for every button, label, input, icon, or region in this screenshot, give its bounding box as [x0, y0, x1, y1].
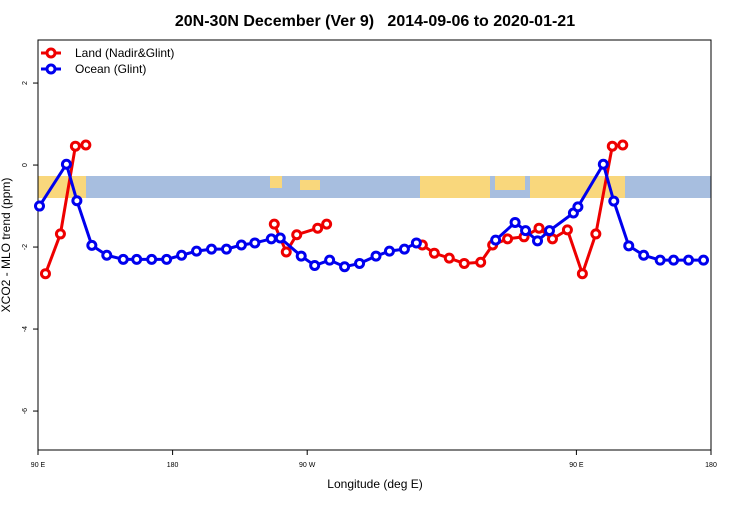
data-point: [398, 243, 410, 255]
data-point: [191, 245, 203, 257]
data-point: [668, 254, 680, 266]
plot-frame: [37, 39, 712, 451]
y-axis-label: XCO2 - MLO trend (ppm): [0, 178, 13, 313]
y-tick-label: -2: [22, 244, 29, 250]
data-point: [39, 268, 51, 280]
data-point: [617, 139, 629, 151]
data-point: [265, 233, 277, 245]
y-tick-label: 2: [22, 81, 29, 85]
x-tick-label: 90 E: [569, 462, 584, 469]
data-point: [205, 243, 217, 255]
data-point: [532, 235, 544, 247]
data-point: [654, 254, 666, 266]
data-point: [54, 228, 66, 240]
data-point: [561, 224, 573, 236]
legend-marker: [45, 47, 57, 59]
data-point: [80, 139, 92, 151]
data-point: [606, 140, 618, 152]
data-point: [33, 200, 45, 212]
data-point: [428, 247, 440, 259]
data-point: [146, 253, 158, 265]
data-point: [698, 254, 710, 266]
legend-label: Ocean (Glint): [75, 62, 146, 76]
y-tick-label: -4: [22, 326, 29, 332]
data-point: [597, 158, 609, 170]
data-point: [71, 195, 83, 207]
y-tick-label: -6: [22, 408, 29, 414]
data-point: [576, 268, 588, 280]
land-strip: [420, 176, 490, 198]
data-point: [383, 245, 395, 257]
land-strip: [300, 180, 320, 190]
data-point: [249, 237, 261, 249]
data-point: [176, 249, 188, 261]
data-point: [490, 234, 502, 246]
data-point: [458, 257, 470, 269]
data-point: [161, 253, 173, 265]
data-point: [324, 254, 336, 266]
data-point: [638, 249, 650, 261]
x-tick-label: 180: [705, 462, 717, 469]
data-point: [101, 249, 113, 261]
data-point: [502, 233, 514, 245]
data-point: [291, 229, 303, 241]
legend-label: Land (Nadir&Glint): [75, 46, 174, 60]
data-point: [533, 222, 545, 234]
data-point: [312, 222, 324, 234]
data-point: [274, 232, 286, 244]
data-point: [475, 256, 487, 268]
data-point: [235, 239, 247, 251]
land-strip: [495, 176, 525, 190]
map-strip: [38, 176, 711, 198]
x-tick-label: 90 W: [299, 462, 316, 469]
data-point: [131, 253, 143, 265]
data-point: [280, 246, 292, 258]
x-tick-label: 180: [167, 462, 179, 469]
data-point: [443, 252, 455, 264]
y-tick-label: 0: [22, 163, 29, 167]
data-point: [339, 261, 351, 273]
data-point: [608, 195, 620, 207]
data-point: [370, 250, 382, 262]
x-tick-label: 90 E: [31, 462, 46, 469]
data-point: [69, 140, 81, 152]
data-point: [410, 237, 422, 249]
data-point: [520, 225, 532, 237]
data-point: [117, 253, 129, 265]
data-point: [623, 240, 635, 252]
data-point: [309, 260, 321, 271]
data-point: [543, 225, 555, 237]
land-strip: [530, 176, 625, 198]
data-point: [509, 216, 521, 228]
x-axis-label: Longitude (deg E): [327, 477, 422, 491]
chart-title: 20N-30N December (Ver 9) 2014-09-06 to 2…: [175, 13, 575, 30]
data-point: [321, 218, 333, 230]
data-point: [354, 257, 366, 269]
data-point: [572, 201, 584, 213]
data-point: [60, 158, 72, 170]
data-point: [220, 243, 232, 255]
data-point: [268, 218, 280, 230]
legend-marker: [45, 63, 57, 75]
land-strip: [270, 176, 282, 188]
data-point: [590, 228, 602, 240]
data-point: [683, 254, 695, 266]
data-point: [86, 239, 98, 251]
data-point: [295, 250, 307, 262]
